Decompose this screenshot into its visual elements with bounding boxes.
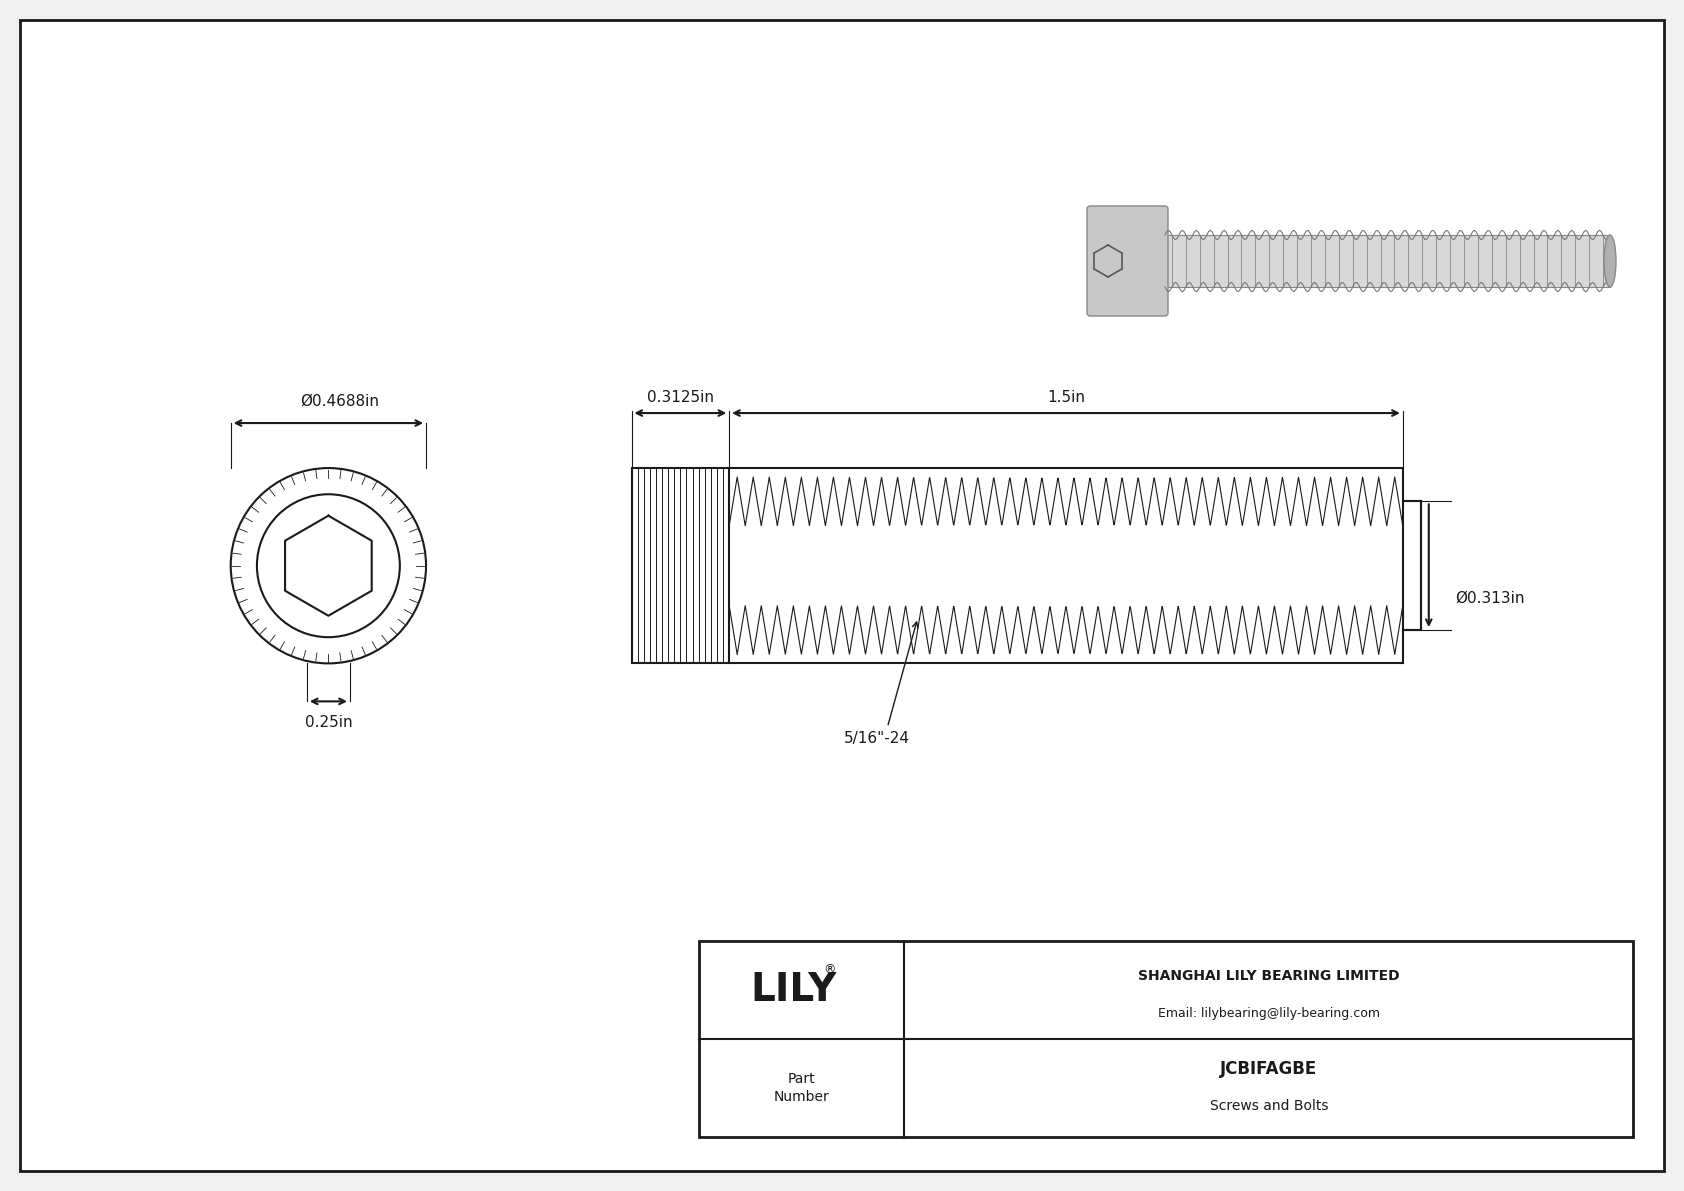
Bar — [632, 468, 729, 663]
Text: 1.5in: 1.5in — [1047, 391, 1084, 405]
Text: Ø0.313in: Ø0.313in — [1455, 591, 1524, 605]
Text: Part
Number: Part Number — [773, 1072, 830, 1104]
Text: 0.3125in: 0.3125in — [647, 391, 714, 405]
Bar — [1403, 501, 1421, 630]
Bar — [1165, 235, 1610, 287]
Text: Ø0.4688in: Ø0.4688in — [301, 394, 379, 409]
Bar — [699, 941, 1633, 1137]
Text: SHANGHAI LILY BEARING LIMITED: SHANGHAI LILY BEARING LIMITED — [1138, 969, 1399, 984]
Text: Email: lilybearing@lily-bearing.com: Email: lilybearing@lily-bearing.com — [1159, 1008, 1379, 1021]
Text: 5/16"-24: 5/16"-24 — [844, 731, 911, 747]
Text: LILY: LILY — [751, 971, 837, 1009]
Text: JCBIFAGBE: JCBIFAGBE — [1221, 1060, 1317, 1078]
Text: ®: ® — [823, 964, 835, 977]
FancyBboxPatch shape — [1086, 206, 1169, 316]
Text: Screws and Bolts: Screws and Bolts — [1209, 1099, 1329, 1112]
Text: 0.25in: 0.25in — [305, 716, 352, 730]
Ellipse shape — [1603, 235, 1617, 287]
